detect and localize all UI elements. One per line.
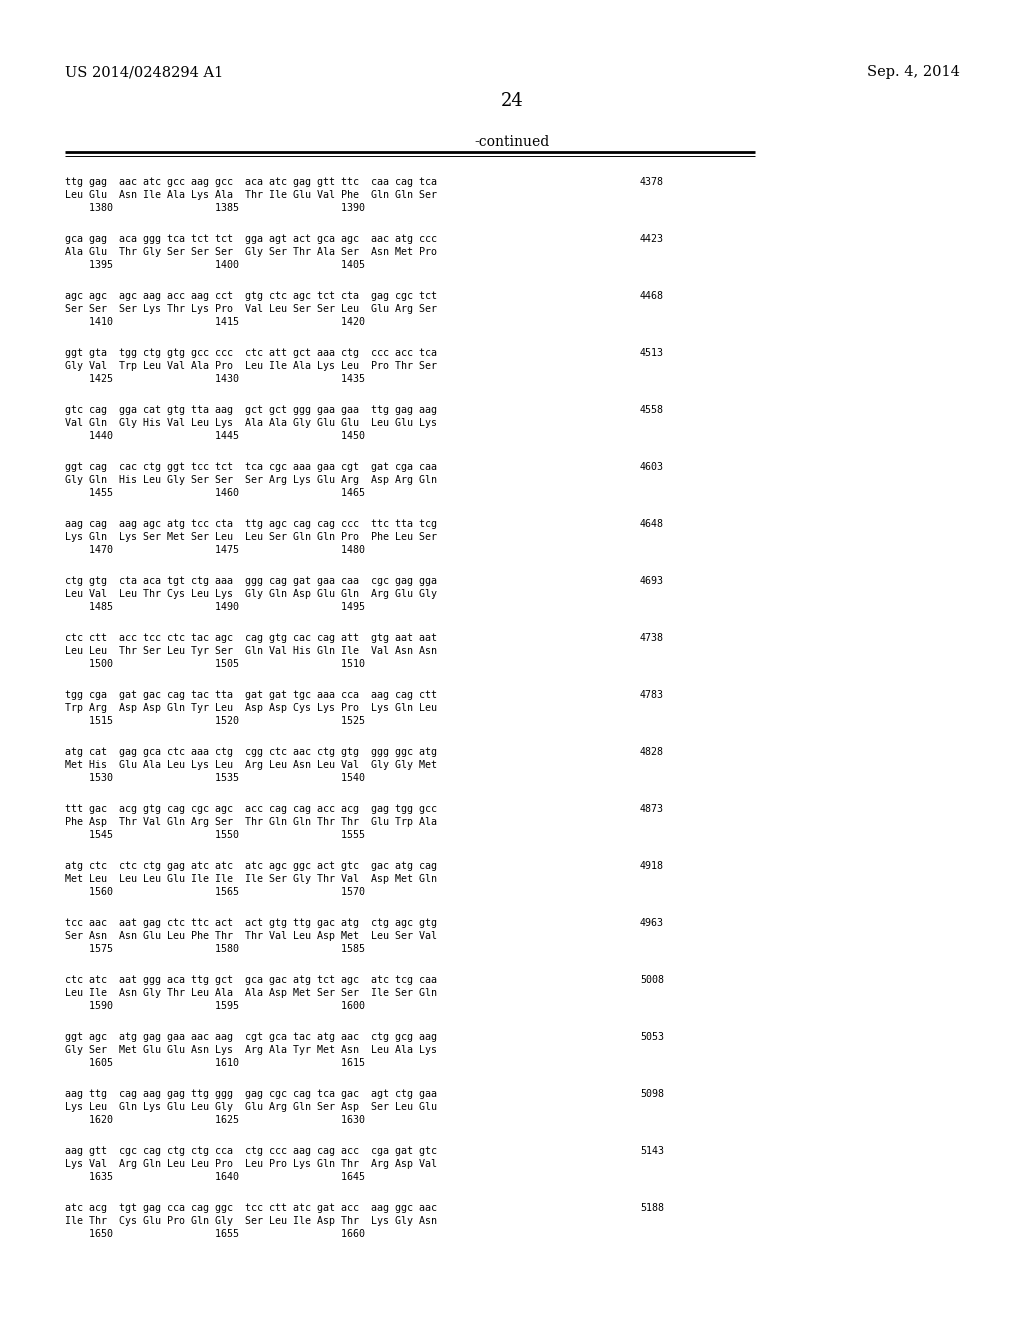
Text: Ser Ser  Ser Lys Thr Lys Pro  Val Leu Ser Ser Leu  Glu Arg Ser: Ser Ser Ser Lys Thr Lys Pro Val Leu Ser … xyxy=(65,304,437,314)
Text: 4423: 4423 xyxy=(640,234,664,244)
Text: 1635                 1640                 1645: 1635 1640 1645 xyxy=(65,1172,365,1181)
Text: 5098: 5098 xyxy=(640,1089,664,1100)
Text: 1545                 1550                 1555: 1545 1550 1555 xyxy=(65,830,365,840)
Text: 4738: 4738 xyxy=(640,634,664,643)
Text: Lys Val  Arg Gln Leu Leu Pro  Leu Pro Lys Gln Thr  Arg Asp Val: Lys Val Arg Gln Leu Leu Pro Leu Pro Lys … xyxy=(65,1159,437,1170)
Text: 4648: 4648 xyxy=(640,519,664,529)
Text: Leu Ile  Asn Gly Thr Leu Ala  Ala Asp Met Ser Ser  Ile Ser Gln: Leu Ile Asn Gly Thr Leu Ala Ala Asp Met … xyxy=(65,987,437,998)
Text: 1395                 1400                 1405: 1395 1400 1405 xyxy=(65,260,365,271)
Text: aag ttg  cag aag gag ttg ggg  gag cgc cag tca gac  agt ctg gaa: aag ttg cag aag gag ttg ggg gag cgc cag … xyxy=(65,1089,437,1100)
Text: 24: 24 xyxy=(501,92,523,110)
Text: 1605                 1610                 1615: 1605 1610 1615 xyxy=(65,1059,365,1068)
Text: 4918: 4918 xyxy=(640,861,664,871)
Text: Lys Gln  Lys Ser Met Ser Leu  Leu Ser Gln Gln Pro  Phe Leu Ser: Lys Gln Lys Ser Met Ser Leu Leu Ser Gln … xyxy=(65,532,437,543)
Text: 1425                 1430                 1435: 1425 1430 1435 xyxy=(65,374,365,384)
Text: Met His  Glu Ala Leu Lys Leu  Arg Leu Asn Leu Val  Gly Gly Met: Met His Glu Ala Leu Lys Leu Arg Leu Asn … xyxy=(65,760,437,770)
Text: Leu Leu  Thr Ser Leu Tyr Ser  Gln Val His Gln Ile  Val Asn Asn: Leu Leu Thr Ser Leu Tyr Ser Gln Val His … xyxy=(65,645,437,656)
Text: atg ctc  ctc ctg gag atc atc  atc agc ggc act gtc  gac atg cag: atg ctc ctc ctg gag atc atc atc agc ggc … xyxy=(65,861,437,871)
Text: 4603: 4603 xyxy=(640,462,664,473)
Text: ggt cag  cac ctg ggt tcc tct  tca cgc aaa gaa cgt  gat cga caa: ggt cag cac ctg ggt tcc tct tca cgc aaa … xyxy=(65,462,437,473)
Text: tcc aac  aat gag ctc ttc act  act gtg ttg gac atg  ctg agc gtg: tcc aac aat gag ctc ttc act act gtg ttg … xyxy=(65,917,437,928)
Text: gca gag  aca ggg tca tct tct  gga agt act gca agc  aac atg ccc: gca gag aca ggg tca tct tct gga agt act … xyxy=(65,234,437,244)
Text: Val Gln  Gly His Val Leu Lys  Ala Ala Gly Glu Glu  Leu Glu Lys: Val Gln Gly His Val Leu Lys Ala Ala Gly … xyxy=(65,418,437,428)
Text: Lys Leu  Gln Lys Glu Leu Gly  Glu Arg Gln Ser Asp  Ser Leu Glu: Lys Leu Gln Lys Glu Leu Gly Glu Arg Gln … xyxy=(65,1102,437,1111)
Text: 1575                 1580                 1585: 1575 1580 1585 xyxy=(65,944,365,954)
Text: atg cat  gag gca ctc aaa ctg  cgg ctc aac ctg gtg  ggg ggc atg: atg cat gag gca ctc aaa ctg cgg ctc aac … xyxy=(65,747,437,756)
Text: aag gtt  cgc cag ctg ctg cca  ctg ccc aag cag acc  cga gat gtc: aag gtt cgc cag ctg ctg cca ctg ccc aag … xyxy=(65,1146,437,1156)
Text: Gly Val  Trp Leu Val Ala Pro  Leu Ile Ala Lys Leu  Pro Thr Ser: Gly Val Trp Leu Val Ala Pro Leu Ile Ala … xyxy=(65,360,437,371)
Text: 1410                 1415                 1420: 1410 1415 1420 xyxy=(65,317,365,327)
Text: 1515                 1520                 1525: 1515 1520 1525 xyxy=(65,715,365,726)
Text: Met Leu  Leu Leu Glu Ile Ile  Ile Ser Gly Thr Val  Asp Met Gln: Met Leu Leu Leu Glu Ile Ile Ile Ser Gly … xyxy=(65,874,437,884)
Text: 5053: 5053 xyxy=(640,1032,664,1041)
Text: ctg gtg  cta aca tgt ctg aaa  ggg cag gat gaa caa  cgc gag gga: ctg gtg cta aca tgt ctg aaa ggg cag gat … xyxy=(65,576,437,586)
Text: 4828: 4828 xyxy=(640,747,664,756)
Text: Leu Val  Leu Thr Cys Leu Lys  Gly Gln Asp Glu Gln  Arg Glu Gly: Leu Val Leu Thr Cys Leu Lys Gly Gln Asp … xyxy=(65,589,437,599)
Text: 4873: 4873 xyxy=(640,804,664,814)
Text: 1650                 1655                 1660: 1650 1655 1660 xyxy=(65,1229,365,1239)
Text: ggt gta  tgg ctg gtg gcc ccc  ctc att gct aaa ctg  ccc acc tca: ggt gta tgg ctg gtg gcc ccc ctc att gct … xyxy=(65,348,437,358)
Text: 1380                 1385                 1390: 1380 1385 1390 xyxy=(65,203,365,213)
Text: 4558: 4558 xyxy=(640,405,664,414)
Text: 5143: 5143 xyxy=(640,1146,664,1156)
Text: 4963: 4963 xyxy=(640,917,664,928)
Text: 4378: 4378 xyxy=(640,177,664,187)
Text: Leu Glu  Asn Ile Ala Lys Ala  Thr Ile Glu Val Phe  Gln Gln Ser: Leu Glu Asn Ile Ala Lys Ala Thr Ile Glu … xyxy=(65,190,437,201)
Text: Gly Ser  Met Glu Glu Asn Lys  Arg Ala Tyr Met Asn  Leu Ala Lys: Gly Ser Met Glu Glu Asn Lys Arg Ala Tyr … xyxy=(65,1045,437,1055)
Text: ttg gag  aac atc gcc aag gcc  aca atc gag gtt ttc  caa cag tca: ttg gag aac atc gcc aag gcc aca atc gag … xyxy=(65,177,437,187)
Text: ctc ctt  acc tcc ctc tac agc  cag gtg cac cag att  gtg aat aat: ctc ctt acc tcc ctc tac agc cag gtg cac … xyxy=(65,634,437,643)
Text: Sep. 4, 2014: Sep. 4, 2014 xyxy=(867,65,961,79)
Text: 4513: 4513 xyxy=(640,348,664,358)
Text: Phe Asp  Thr Val Gln Arg Ser  Thr Gln Gln Thr Thr  Glu Trp Ala: Phe Asp Thr Val Gln Arg Ser Thr Gln Gln … xyxy=(65,817,437,828)
Text: aag cag  aag agc atg tcc cta  ttg agc cag cag ccc  ttc tta tcg: aag cag aag agc atg tcc cta ttg agc cag … xyxy=(65,519,437,529)
Text: atc acg  tgt gag cca cag ggc  tcc ctt atc gat acc  aag ggc aac: atc acg tgt gag cca cag ggc tcc ctt atc … xyxy=(65,1203,437,1213)
Text: ggt agc  atg gag gaa aac aag  cgt gca tac atg aac  ctg gcg aag: ggt agc atg gag gaa aac aag cgt gca tac … xyxy=(65,1032,437,1041)
Text: US 2014/0248294 A1: US 2014/0248294 A1 xyxy=(65,65,223,79)
Text: 4783: 4783 xyxy=(640,690,664,700)
Text: gtc cag  gga cat gtg tta aag  gct gct ggg gaa gaa  ttg gag aag: gtc cag gga cat gtg tta aag gct gct ggg … xyxy=(65,405,437,414)
Text: 1590                 1595                 1600: 1590 1595 1600 xyxy=(65,1001,365,1011)
Text: 1455                 1460                 1465: 1455 1460 1465 xyxy=(65,488,365,498)
Text: 1470                 1475                 1480: 1470 1475 1480 xyxy=(65,545,365,554)
Text: 4693: 4693 xyxy=(640,576,664,586)
Text: Gly Gln  His Leu Gly Ser Ser  Ser Arg Lys Glu Arg  Asp Arg Gln: Gly Gln His Leu Gly Ser Ser Ser Arg Lys … xyxy=(65,475,437,484)
Text: Ile Thr  Cys Glu Pro Gln Gly  Ser Leu Ile Asp Thr  Lys Gly Asn: Ile Thr Cys Glu Pro Gln Gly Ser Leu Ile … xyxy=(65,1216,437,1226)
Text: 1620                 1625                 1630: 1620 1625 1630 xyxy=(65,1115,365,1125)
Text: 5008: 5008 xyxy=(640,975,664,985)
Text: 1440                 1445                 1450: 1440 1445 1450 xyxy=(65,432,365,441)
Text: 5188: 5188 xyxy=(640,1203,664,1213)
Text: -continued: -continued xyxy=(474,135,550,149)
Text: agc agc  agc aag acc aag cct  gtg ctc agc tct cta  gag cgc tct: agc agc agc aag acc aag cct gtg ctc agc … xyxy=(65,290,437,301)
Text: Trp Arg  Asp Asp Gln Tyr Leu  Asp Asp Cys Lys Pro  Lys Gln Leu: Trp Arg Asp Asp Gln Tyr Leu Asp Asp Cys … xyxy=(65,704,437,713)
Text: 1560                 1565                 1570: 1560 1565 1570 xyxy=(65,887,365,898)
Text: 1500                 1505                 1510: 1500 1505 1510 xyxy=(65,659,365,669)
Text: ctc atc  aat ggg aca ttg gct  gca gac atg tct agc  atc tcg caa: ctc atc aat ggg aca ttg gct gca gac atg … xyxy=(65,975,437,985)
Text: 4468: 4468 xyxy=(640,290,664,301)
Text: Ala Glu  Thr Gly Ser Ser Ser  Gly Ser Thr Ala Ser  Asn Met Pro: Ala Glu Thr Gly Ser Ser Ser Gly Ser Thr … xyxy=(65,247,437,257)
Text: 1530                 1535                 1540: 1530 1535 1540 xyxy=(65,774,365,783)
Text: 1485                 1490                 1495: 1485 1490 1495 xyxy=(65,602,365,612)
Text: Ser Asn  Asn Glu Leu Phe Thr  Thr Val Leu Asp Met  Leu Ser Val: Ser Asn Asn Glu Leu Phe Thr Thr Val Leu … xyxy=(65,931,437,941)
Text: tgg cga  gat gac cag tac tta  gat gat tgc aaa cca  aag cag ctt: tgg cga gat gac cag tac tta gat gat tgc … xyxy=(65,690,437,700)
Text: ttt gac  acg gtg cag cgc agc  acc cag cag acc acg  gag tgg gcc: ttt gac acg gtg cag cgc agc acc cag cag … xyxy=(65,804,437,814)
